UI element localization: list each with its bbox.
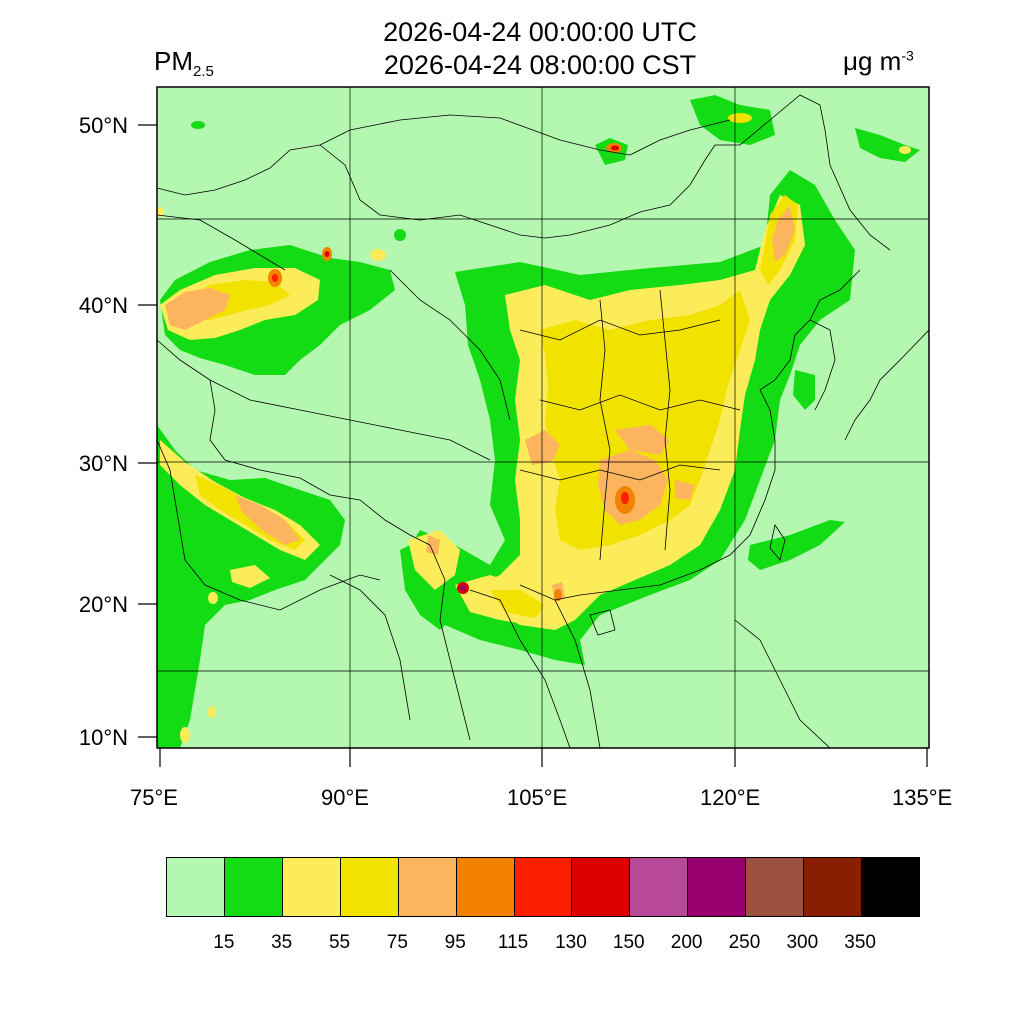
gold-band-central — [540, 290, 750, 550]
colorbar-swatch — [513, 858, 572, 916]
colorbar-swatch — [339, 858, 398, 916]
colorbar-swatch — [223, 858, 282, 916]
gold-band-south — [490, 590, 545, 618]
variable-subscript: 2.5 — [193, 63, 214, 81]
hotspot-xinjiang-core — [272, 274, 278, 282]
time-local: 2026-04-24 08:00:00 CST — [383, 50, 697, 80]
province-lines-1 — [519, 319, 721, 341]
spot-tibet-3 — [180, 727, 190, 743]
hotspot-northeast — [728, 113, 752, 123]
colorbar-swatch — [397, 858, 456, 916]
hotspot-hainan — [554, 589, 562, 601]
province-lines-6 — [389, 269, 511, 421]
colorbar-label: 115 — [497, 932, 529, 953]
hotspot-far-northeast — [899, 146, 911, 154]
boundary-mongolia — [319, 114, 731, 156]
spot-west-1 — [191, 121, 205, 129]
colorbar-label: 15 — [213, 932, 235, 953]
ytick-label-30: 30°N — [78, 451, 128, 476]
colorbar-swatch — [687, 858, 746, 916]
boundary-burma — [429, 544, 471, 741]
coastline-taiwan — [769, 523, 786, 561]
coastline-philippines — [734, 619, 831, 748]
boundary-china-north — [157, 94, 891, 251]
colorbar-label: 35 — [271, 932, 293, 953]
spot-west-4 — [370, 249, 386, 261]
colorbar-labels: 15 35 55 75 95 115 130 150 200 250 300 350 — [166, 932, 918, 956]
map-frame — [156, 86, 930, 749]
hotspot-mongolia-core — [611, 145, 619, 151]
xtick-label-105: 105°E — [507, 785, 568, 810]
colorbar-label: 350 — [844, 932, 876, 953]
colorbar-swatch — [571, 858, 630, 916]
orange-band-southwest — [426, 535, 440, 555]
colorbar-label: 130 — [555, 932, 587, 953]
hotspot-northwest-core — [324, 251, 330, 257]
colorbar-swatch — [803, 858, 862, 916]
colorbar-label: 55 — [328, 932, 351, 953]
colorbar-label: 300 — [786, 932, 819, 953]
colorbar-label: 250 — [728, 932, 761, 953]
ytick-label-40: 40°N — [78, 293, 128, 318]
ytick-label-10: 10°N — [78, 725, 128, 750]
hotspot-myanmar-core — [460, 585, 466, 591]
colorbar-swatch — [629, 858, 688, 916]
ytick-label-20: 20°N — [78, 592, 128, 617]
province-lines-4 — [599, 299, 611, 561]
colorbar — [166, 857, 920, 917]
green-band-japan-sea — [793, 370, 815, 410]
boundary-laos — [469, 589, 571, 748]
province-lines-2 — [539, 394, 741, 411]
xtick-label-75: 75°E — [130, 785, 178, 810]
hotspot-central-core — [621, 492, 629, 504]
colorbar-label: 150 — [612, 932, 645, 953]
orange-band-tibet — [235, 495, 300, 545]
green-band-taiwan-strait — [748, 520, 845, 570]
variable-label: PM2.5 — [154, 46, 214, 80]
gridlines — [157, 87, 929, 748]
colorbar-label: 95 — [444, 932, 466, 953]
colorbar-swatch — [167, 858, 224, 916]
colorbar-swatch — [455, 858, 514, 916]
coastline-hainan — [589, 609, 616, 636]
variable-name: PM — [154, 46, 193, 76]
orange-band-central-1 — [598, 450, 668, 525]
units-label: μg m-3 — [843, 46, 914, 77]
boundary-india — [157, 439, 381, 611]
orange-band-xinjiang — [165, 288, 230, 330]
boundary-kazakh — [157, 214, 286, 271]
colorbar-swatch — [745, 858, 804, 916]
xtick-label-90: 90°E — [321, 785, 369, 810]
xtick-label-120: 120°E — [700, 785, 761, 810]
orange-band-sichuan — [525, 430, 560, 465]
ytick-label-50: 50°N — [78, 113, 128, 138]
spot-tibet-2 — [208, 706, 216, 718]
province-lines-3 — [519, 464, 721, 481]
axis-ticks — [138, 124, 928, 767]
spot-tibet-1 — [208, 592, 218, 604]
time-utc: 2026-04-24 00:00:00 UTC — [383, 17, 697, 47]
yellow-band-south-1 — [408, 530, 460, 590]
xtick-label-135: 135°E — [892, 785, 953, 810]
orange-band-yunnan — [675, 480, 695, 500]
spot-west-3 — [394, 229, 406, 241]
units-text: μg m — [843, 46, 902, 76]
yellow-band-tibet-spots — [230, 565, 270, 588]
boundary-vietnam — [519, 584, 601, 748]
country-boundaries — [157, 94, 929, 748]
spot-west-2 — [157, 207, 164, 217]
coastline-japan — [844, 329, 929, 441]
colorbar-label: 200 — [670, 932, 703, 953]
orange-band-central-2 — [615, 425, 670, 455]
concentration-field — [157, 87, 929, 748]
coastline-korea — [809, 319, 836, 411]
colorbar-label: 75 — [386, 932, 408, 953]
colorbar-swatch — [281, 858, 340, 916]
colorbar-swatch — [861, 858, 919, 916]
province-lines-5 — [659, 289, 671, 551]
units-exponent: -3 — [901, 47, 914, 64]
